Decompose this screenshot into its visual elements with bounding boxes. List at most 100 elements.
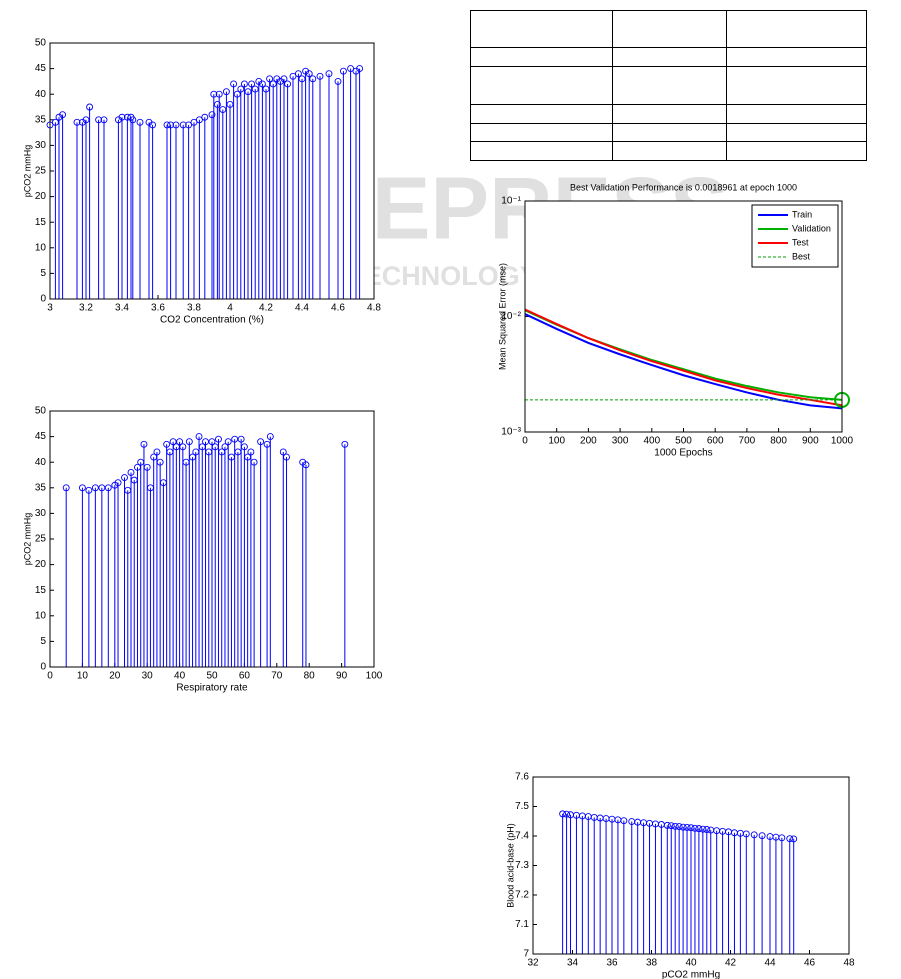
axes-frame — [532, 776, 850, 955]
axes-frame — [49, 42, 375, 300]
axes-frame — [49, 410, 375, 668]
stem-marker — [163, 440, 171, 448]
y-tick-label: 30 — [35, 508, 47, 519]
stem-marker — [153, 448, 161, 456]
stem-marker — [251, 85, 259, 93]
stem-marker — [86, 103, 94, 111]
x-tick-label: 4.2 — [259, 303, 273, 314]
stem-marker — [266, 433, 274, 441]
stem-marker — [156, 458, 164, 466]
x-tick-label: 40 — [685, 958, 697, 969]
stem-marker — [149, 121, 157, 129]
x-tick-label: 200 — [580, 436, 597, 447]
stem-marker — [91, 484, 99, 492]
table-border — [470, 10, 867, 161]
stem-marker — [121, 474, 128, 482]
y-axis-label: Blood acid-base (pH) — [505, 823, 515, 908]
x-axis-label: 1000 Epochs — [654, 448, 712, 459]
y-tick-label: 7.2 — [515, 890, 529, 901]
stem-marker — [356, 65, 364, 73]
y-tick-label: 40 — [35, 457, 47, 468]
y-tick-label: 20 — [35, 191, 47, 202]
stem-marker — [176, 438, 184, 446]
stem-marker — [289, 72, 297, 80]
stem-marker — [143, 463, 151, 471]
stem-marker — [237, 85, 245, 93]
stem-marker — [563, 810, 571, 818]
y-tick-label: 7.6 — [515, 772, 529, 783]
stem-marker — [675, 823, 683, 831]
stem-marker — [294, 70, 302, 78]
stem-marker — [790, 835, 798, 843]
legend-label: Train — [792, 209, 812, 219]
stem-marker — [215, 435, 222, 443]
y-tick-label: 10 — [35, 242, 47, 253]
y-tick-label: 0 — [40, 294, 46, 305]
stem-marker — [325, 70, 333, 78]
stem-marker — [208, 111, 216, 119]
stem-marker — [240, 443, 248, 451]
stem-marker — [279, 448, 287, 456]
stem-marker — [202, 438, 209, 446]
stem-marker — [82, 116, 90, 124]
stem-marker — [683, 823, 691, 831]
x-tick-label: 400 — [643, 436, 660, 447]
x-tick-label: 90 — [336, 671, 348, 682]
y-axis-label: pCO2 mmHg — [22, 145, 32, 198]
x-tick-label: 34 — [567, 958, 579, 969]
y-tick-label: 35 — [35, 482, 47, 493]
y-tick-label: 7.4 — [515, 831, 529, 842]
x-tick-label: 42 — [725, 958, 737, 969]
x-tick-label: 3.4 — [115, 303, 129, 314]
stem-marker — [703, 826, 711, 833]
x-tick-label: 30 — [142, 671, 154, 682]
y-tick-label: 50 — [35, 406, 47, 417]
stem-marker — [213, 100, 221, 108]
stem-marker — [172, 121, 180, 129]
stem-marker — [208, 438, 216, 446]
x-tick-label: 70 — [271, 671, 283, 682]
table — [470, 10, 867, 161]
stem-marker — [663, 821, 671, 829]
stem-marker — [195, 116, 203, 124]
stem-marker — [185, 438, 193, 446]
y-tick-label: 7.1 — [515, 919, 529, 930]
stem-marker — [179, 443, 187, 451]
stem-marker — [231, 435, 239, 443]
stem-marker — [269, 80, 277, 88]
y-axis-label: pCO2 mmHg — [22, 513, 32, 566]
x-axis-label: Respiratory rate — [176, 683, 248, 694]
y-tick-label: 45 — [35, 63, 47, 74]
x-tick-label: 44 — [764, 958, 776, 969]
x-tick-label: 20 — [109, 671, 121, 682]
stem-marker — [163, 121, 171, 129]
x-tick-label: 38 — [646, 958, 658, 969]
stem-marker — [59, 111, 67, 119]
stem-marker — [691, 824, 699, 832]
stem-marker — [298, 75, 306, 83]
stem-marker — [247, 448, 255, 456]
stem-marker — [179, 121, 187, 129]
stem-marker — [695, 825, 703, 833]
stem-marker — [123, 113, 131, 121]
stem-marker — [742, 830, 750, 838]
legend-label: Test — [792, 237, 809, 247]
stem-marker — [559, 810, 567, 818]
stem-marker — [280, 75, 288, 83]
x-tick-label: 4 — [227, 303, 233, 314]
stem-marker — [219, 106, 227, 114]
stem-marker — [244, 88, 252, 96]
x-tick-label: 4.6 — [331, 303, 345, 314]
stem-marker — [257, 438, 265, 446]
x-axis-label: CO2 Concentration (%) — [160, 315, 264, 326]
y-axis-label: Mean Squared Error (mse) — [497, 263, 507, 370]
stem-marker — [230, 80, 238, 88]
stem-marker — [347, 65, 355, 73]
stem-marker — [85, 486, 93, 494]
y-tick-label: 7 — [523, 949, 529, 960]
stem-marker — [334, 77, 342, 85]
x-tick-label: 900 — [802, 436, 819, 447]
y-tick-label: 10 — [35, 610, 47, 621]
y-tick-label: 25 — [35, 166, 47, 177]
